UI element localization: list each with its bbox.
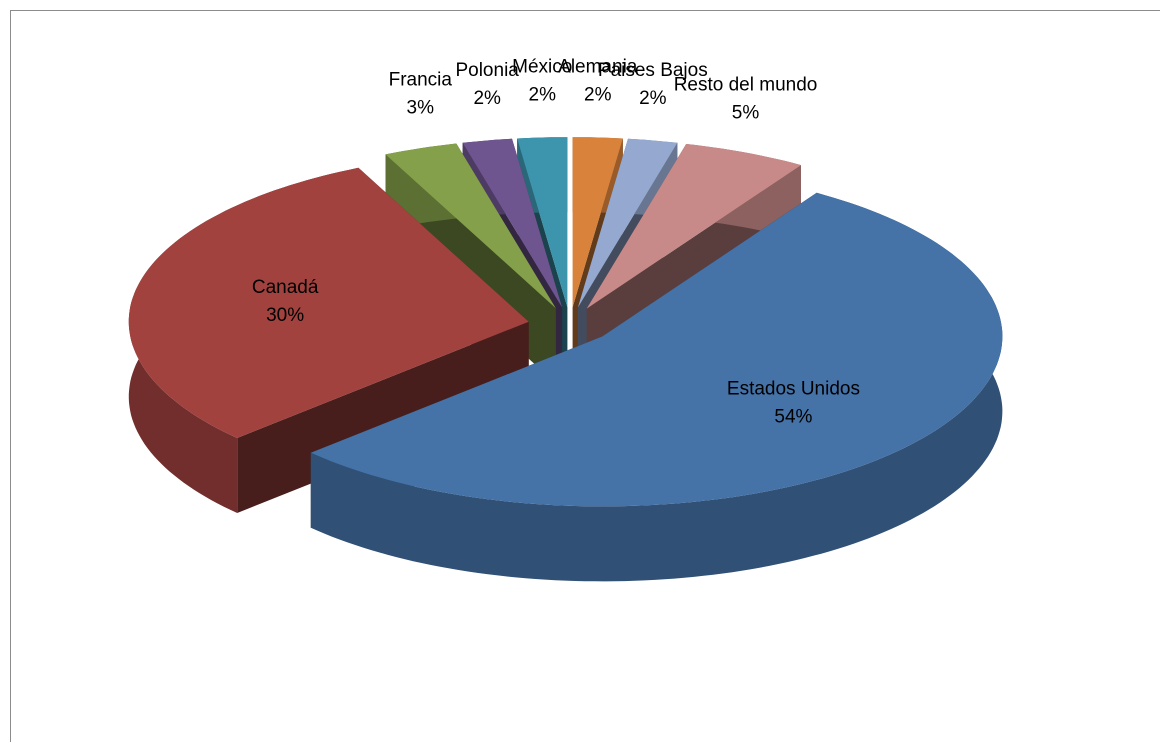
slice-category: Paises Bajos [598, 60, 708, 81]
slice [128, 167, 529, 439]
slice-value-label: 30% [266, 305, 304, 326]
slice [462, 138, 563, 308]
slice-category: Canadá [252, 277, 319, 298]
slice-value-label: 54% [774, 407, 812, 428]
slice-value-label: 2% [584, 85, 612, 106]
slice-category: Resto del mundo [674, 75, 818, 96]
slice-side [237, 321, 529, 513]
slice [385, 143, 556, 309]
slice-wall [310, 192, 1003, 582]
slice [572, 137, 623, 308]
slice-value-label: 2% [473, 88, 501, 109]
slice-category: Polonia [455, 60, 519, 81]
slice-category: México [512, 57, 572, 78]
slice-category: Estados Unidos [727, 379, 860, 400]
slice-category: Alemania [558, 57, 638, 78]
slice [310, 192, 1003, 507]
slice [517, 137, 568, 308]
slice-category: Francia [389, 69, 453, 90]
slice-value-label: 2% [639, 88, 667, 109]
slice [577, 138, 678, 308]
slice-value-label: 3% [407, 97, 435, 118]
slice-value-label: 2% [529, 85, 557, 106]
slice-value-label: 5% [732, 103, 760, 124]
slice [586, 144, 801, 309]
